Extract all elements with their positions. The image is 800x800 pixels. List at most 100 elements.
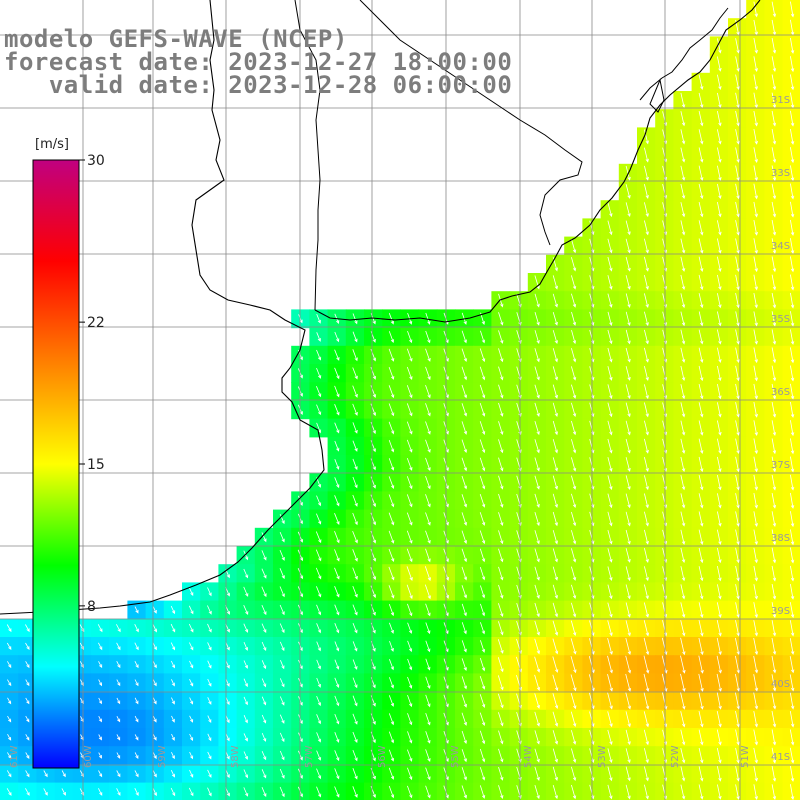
wind-vector-arrow	[352, 476, 358, 489]
wind-vector-arrow	[680, 329, 686, 345]
wind-vector-arrow	[334, 586, 340, 598]
wind-vector-arrow	[352, 567, 358, 580]
wind-vector-arrow	[352, 530, 358, 544]
wind-vector-arrow	[625, 220, 631, 236]
wind-vector-arrow	[753, 147, 758, 163]
wind-vector-arrow	[352, 585, 358, 598]
wind-vector-arrow	[316, 641, 321, 652]
wind-vector-arrow	[552, 766, 558, 781]
wind-vector-arrow	[225, 696, 230, 706]
wind-vector-arrow	[625, 529, 631, 545]
colorbar-units: [m/s]	[35, 137, 69, 152]
wind-vector-arrow	[534, 566, 540, 581]
wind-speed-cell	[782, 455, 800, 474]
wind-vector-arrow	[570, 620, 577, 637]
wind-speed-cell	[91, 782, 110, 800]
wind-vector-arrow	[334, 459, 340, 470]
wind-vector-arrow	[753, 92, 758, 109]
wind-vector-arrow	[334, 750, 340, 762]
wind-vector-arrow	[698, 183, 704, 200]
wind-vector-arrow	[152, 642, 157, 651]
wind-vector-arrow	[334, 513, 340, 526]
wind-speed-cell	[309, 782, 329, 800]
model-title: modelo GEFS-WAVE (NCEP)	[4, 25, 348, 53]
wind-vector-arrow	[407, 749, 413, 762]
wind-vector-arrow	[461, 403, 468, 417]
wind-vector-arrow	[279, 549, 285, 561]
wind-vector-arrow	[498, 439, 504, 454]
wind-vector-arrow	[479, 712, 486, 727]
wind-vector-arrow	[479, 548, 486, 563]
wind-vector-arrow	[753, 129, 758, 145]
wind-vector-arrow	[753, 293, 758, 309]
wind-vector-arrow	[134, 642, 139, 651]
wind-vector-arrow	[425, 712, 431, 726]
wind-vector-arrow	[735, 256, 740, 273]
wind-vector-arrow	[735, 565, 740, 582]
wind-vector-arrow	[316, 495, 322, 507]
wind-vector-arrow	[334, 604, 340, 616]
wind-vector-arrow	[43, 788, 48, 796]
wind-vector-arrow	[134, 661, 139, 669]
wind-vector-arrow	[334, 349, 340, 361]
wind-vector-arrow	[607, 673, 613, 692]
wind-vector-arrow	[644, 129, 649, 145]
wind-vector-arrow	[480, 603, 485, 617]
wind-vector-arrow	[98, 752, 102, 759]
wind-vector-arrow	[388, 512, 395, 526]
border-uruguay-west	[294, 0, 321, 311]
wind-vector-arrow	[207, 769, 212, 778]
wind-vector-arrow	[25, 715, 30, 723]
wind-vector-arrow	[680, 111, 686, 127]
wind-vector-arrow	[753, 74, 758, 91]
wind-vector-arrow	[717, 475, 722, 491]
wind-vector-arrow	[461, 585, 467, 599]
wind-vector-arrow	[625, 637, 631, 656]
wind-vector-arrow	[116, 697, 121, 705]
wind-vector-arrow	[717, 365, 722, 382]
wind-vector-arrow	[771, 420, 777, 436]
wind-vector-arrow	[753, 493, 758, 509]
wind-vector-arrow	[716, 602, 722, 618]
longitude-label: 53W	[597, 745, 608, 768]
wind-vector-arrow	[753, 584, 758, 600]
latitude-label: 37S	[771, 460, 790, 471]
wind-vector-arrow	[552, 420, 558, 436]
wind-vector-arrow	[625, 673, 632, 692]
wind-vector-arrow	[771, 383, 777, 400]
wind-vector-arrow	[790, 165, 795, 182]
wind-vector-arrow	[753, 383, 758, 400]
wind-vector-arrow	[625, 311, 631, 327]
wind-vector-arrow	[735, 165, 740, 182]
wind-vector-arrow	[389, 677, 394, 689]
wind-speed-cell	[782, 327, 800, 347]
wind-vector-arrow	[98, 661, 103, 669]
wind-vector-arrow	[134, 624, 139, 633]
wind-vector-arrow	[25, 734, 30, 741]
wind-vector-arrow	[134, 734, 139, 741]
wind-vector-arrow	[753, 110, 758, 127]
wind-vector-arrow	[406, 403, 413, 417]
wind-vector-arrow	[261, 586, 267, 598]
wind-vector-arrow	[261, 714, 267, 724]
wind-vector-arrow	[607, 784, 613, 800]
wind-vector-arrow	[717, 129, 722, 145]
wind-vector-arrow	[625, 457, 631, 472]
wind-speed-cell	[218, 782, 238, 800]
wind-vector-arrow	[7, 679, 12, 687]
wind-vector-arrow	[717, 402, 722, 418]
wind-vector-arrow	[425, 767, 431, 781]
wind-vector-arrow	[243, 715, 248, 724]
wind-vector-arrow	[479, 512, 486, 526]
wind-vector-arrow	[753, 655, 759, 674]
wind-vector-arrow	[25, 752, 30, 759]
wind-vector-arrow	[607, 493, 613, 509]
wind-vector-arrow	[116, 716, 121, 723]
wind-vector-arrow	[461, 348, 468, 363]
wind-vector-arrow	[571, 566, 577, 581]
wind-vector-arrow	[316, 750, 322, 761]
wind-vector-arrow	[425, 749, 431, 763]
wind-vector-arrow	[771, 511, 777, 527]
wind-vector-arrow	[425, 384, 431, 399]
wind-vector-arrow	[717, 147, 722, 163]
